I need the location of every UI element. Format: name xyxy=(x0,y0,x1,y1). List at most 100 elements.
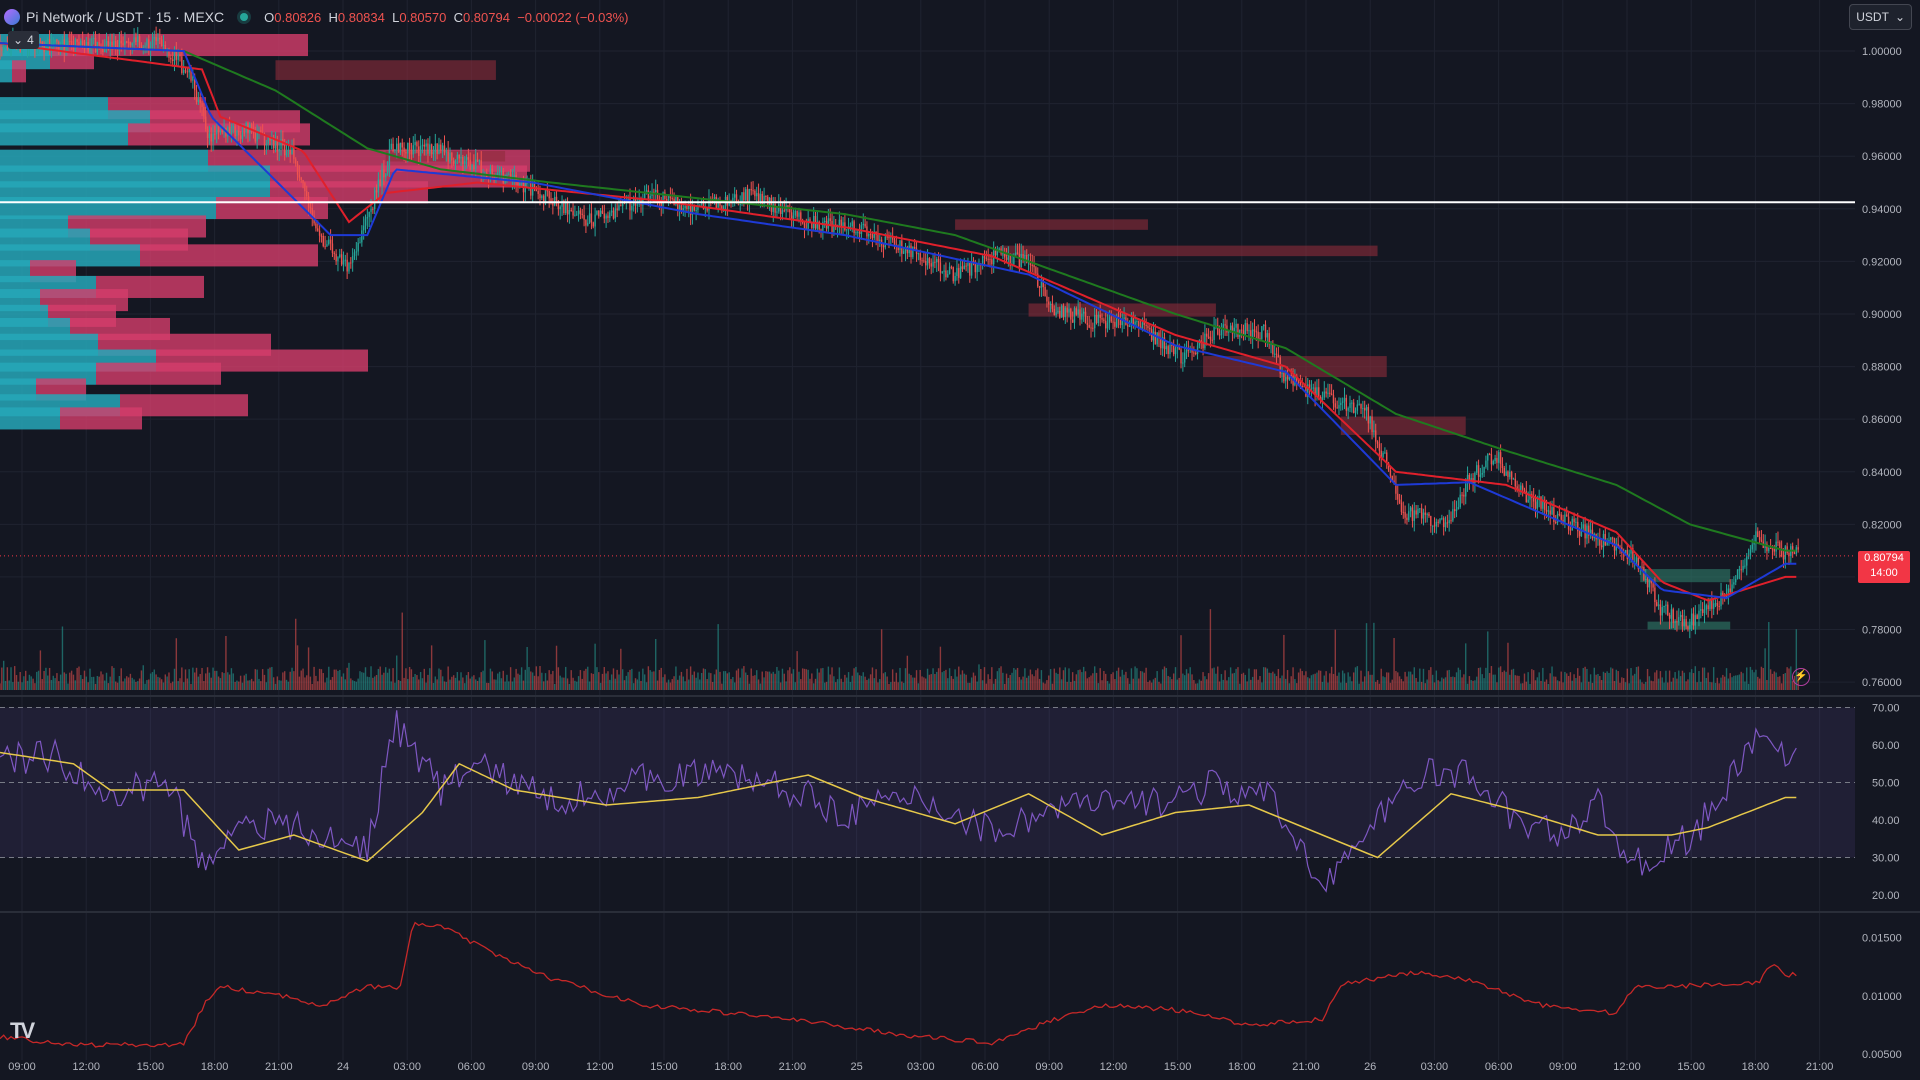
price-tick-label: 0.86000 xyxy=(1862,414,1902,426)
volume-bar xyxy=(467,672,470,690)
volume-bar xyxy=(978,664,980,690)
volume-bar xyxy=(1248,668,1250,690)
candle-body xyxy=(1555,522,1557,524)
volume-bar xyxy=(1735,675,1737,690)
candle-body xyxy=(574,214,576,216)
candle-body xyxy=(686,206,688,209)
volume-bar xyxy=(779,682,782,690)
candle-body xyxy=(181,56,183,73)
currency-selector[interactable]: USDT ⌄ xyxy=(1849,4,1912,30)
candle-body xyxy=(1178,346,1180,350)
volume-bar xyxy=(227,672,229,690)
volume-bar xyxy=(476,680,479,690)
candle-body xyxy=(388,149,391,168)
volume-bar xyxy=(1195,683,1197,690)
volume-bar xyxy=(454,677,457,690)
volume-bar xyxy=(39,650,42,690)
volume-bar xyxy=(1746,667,1748,690)
vp-down-bar xyxy=(140,244,318,267)
volume-bar xyxy=(168,672,170,690)
candle-body xyxy=(1409,507,1412,512)
candle-body xyxy=(1419,508,1421,510)
volume-bar xyxy=(996,671,999,690)
volume-bar xyxy=(1020,679,1022,690)
candle-body xyxy=(1071,319,1074,323)
volume-bar xyxy=(947,678,949,690)
volume-bar xyxy=(469,678,471,690)
volume-bar xyxy=(228,674,231,690)
volume-bar xyxy=(772,671,774,690)
volume-bar xyxy=(1196,683,1199,690)
tradingview-logo-icon[interactable]: TV xyxy=(10,1018,35,1043)
candle-body xyxy=(1343,397,1346,402)
volume-bar xyxy=(1143,672,1145,690)
candle-body xyxy=(430,144,433,155)
candle-body xyxy=(1231,325,1234,334)
volume-bar xyxy=(599,682,602,690)
candle-body xyxy=(1325,391,1327,394)
candle-body xyxy=(146,39,148,46)
candle-body xyxy=(1553,507,1555,523)
volume-bar xyxy=(1577,668,1579,690)
candle-body xyxy=(311,207,313,217)
volume-bar xyxy=(388,668,391,690)
volume-bar xyxy=(969,682,971,690)
candle-body xyxy=(882,245,885,248)
volume-bar xyxy=(1575,678,1577,690)
volume-bar xyxy=(30,676,32,690)
horizontal-line[interactable] xyxy=(0,201,1855,557)
candle-body xyxy=(322,235,324,247)
volume-bar xyxy=(790,673,793,690)
candle-body xyxy=(1213,326,1215,340)
candle-body xyxy=(1589,529,1592,536)
volume-bar xyxy=(480,672,482,690)
candle-body xyxy=(520,182,523,184)
candle-body xyxy=(800,212,802,222)
volume-bar xyxy=(414,673,416,690)
volume-bar xyxy=(1397,672,1399,690)
candle-body xyxy=(1566,514,1568,517)
volume-bar xyxy=(735,670,738,690)
volume-bar xyxy=(520,667,523,690)
volume-bar xyxy=(1439,681,1441,690)
volume-bar xyxy=(625,675,628,690)
candle-body xyxy=(1641,566,1643,568)
candle-body xyxy=(1624,550,1627,553)
candle-body xyxy=(1701,609,1704,614)
candle-body xyxy=(539,193,541,199)
candle-body xyxy=(1648,580,1651,588)
candle-body xyxy=(1408,511,1410,521)
volume-bar xyxy=(122,681,124,690)
volume-bar xyxy=(304,677,306,690)
indicators-toggle-button[interactable]: ⌄ 4 xyxy=(8,31,39,49)
supply-zone xyxy=(1340,416,1466,435)
volume-bar xyxy=(1597,673,1599,690)
candle-body xyxy=(1130,317,1133,326)
volume-bar xyxy=(785,681,787,690)
volume-bar xyxy=(333,669,335,690)
volume-bar xyxy=(873,678,875,690)
volume-bar xyxy=(223,673,225,690)
volume-bar xyxy=(1176,679,1179,690)
volume-bar xyxy=(928,674,931,690)
volume-bar xyxy=(864,676,866,690)
volume-bar xyxy=(1015,669,1017,690)
candle-body xyxy=(1705,605,1708,610)
candle-body xyxy=(779,204,782,214)
symbol-title[interactable]: Pi Network / USDT · 15 · MEXC xyxy=(26,9,225,25)
lightning-icon[interactable]: ⚡ xyxy=(1792,668,1810,686)
volume-bar xyxy=(640,680,642,690)
volume-bar xyxy=(1431,674,1434,690)
candle-body xyxy=(789,207,791,213)
candle-body xyxy=(1389,470,1392,476)
candle-body xyxy=(1689,625,1691,630)
volume-bar xyxy=(1465,643,1467,690)
candle-body xyxy=(289,149,291,155)
candle-body xyxy=(1439,518,1441,523)
candle-body xyxy=(1727,588,1730,595)
volume-bar xyxy=(1744,681,1746,690)
candle-body xyxy=(1415,510,1417,515)
volume-bar xyxy=(671,679,673,690)
candle-body xyxy=(67,40,69,46)
